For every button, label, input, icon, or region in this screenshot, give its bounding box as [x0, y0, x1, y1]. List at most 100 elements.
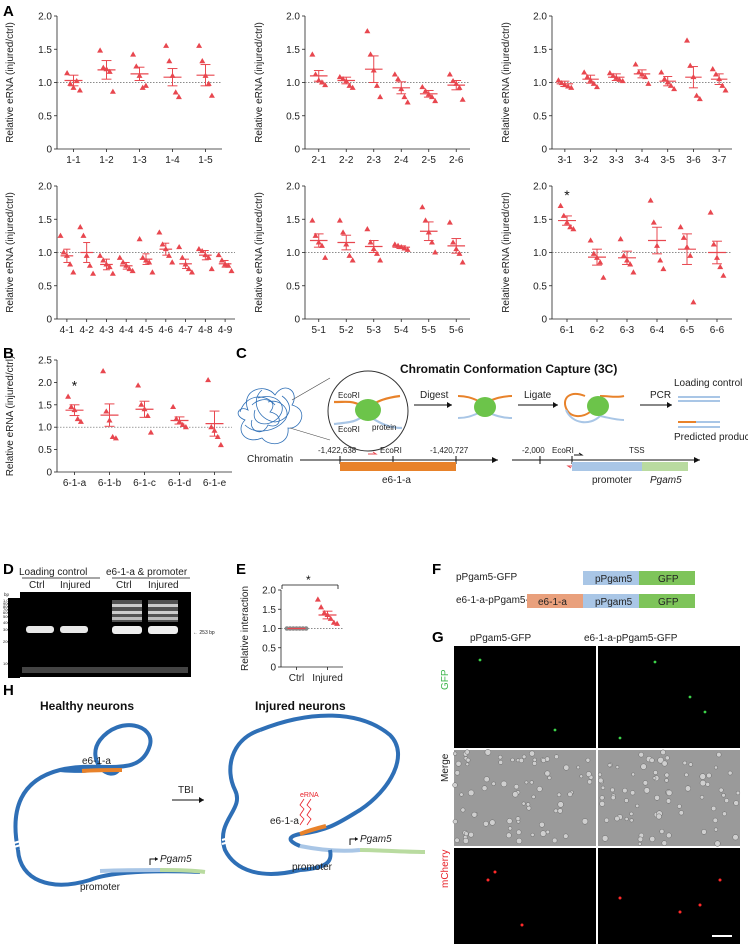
e6-1-a-bar-label: e6-1-a [382, 475, 411, 486]
construct2-enhancer-text: e6-1-a [538, 597, 567, 608]
h-healthy-title: Healthy neurons [40, 699, 134, 713]
x-tick-label: 6-2 [590, 325, 605, 336]
brightfield-cell [459, 792, 464, 797]
h-injured-promoter-label: promoter [292, 862, 333, 873]
data-point [70, 84, 77, 90]
data-point [90, 270, 97, 276]
data-point [450, 239, 457, 245]
data-point [179, 254, 186, 260]
data-point [327, 615, 334, 621]
panel-label-b: B [3, 345, 14, 362]
brightfield-cell [585, 757, 591, 763]
data-point [364, 28, 371, 34]
data-point [199, 58, 206, 64]
data-point [687, 252, 694, 258]
brightfield-cell [664, 778, 669, 783]
mcherry-cell [618, 896, 622, 900]
data-point [630, 269, 637, 275]
x-tick-label: 4-9 [218, 325, 233, 336]
x-tick-label: 5-6 [449, 325, 464, 336]
data-point [138, 401, 145, 407]
x-tick-label: 4-4 [119, 325, 134, 336]
construct1-gfp-text: GFP [658, 574, 679, 585]
h-injured-enhancer [299, 824, 327, 836]
data-point [428, 93, 435, 100]
brightfield-cell [629, 818, 634, 823]
data-point [77, 418, 84, 424]
promoter-bar-label: promoter [592, 475, 633, 486]
h-healthy-e6-label: e6-1-a [82, 756, 111, 767]
coord-2: -1,420,727 [430, 446, 469, 455]
construct2-enhancer [527, 594, 583, 608]
data-point [103, 408, 110, 414]
data-point [312, 232, 319, 238]
data-point [590, 250, 597, 256]
construct1-gfp [639, 571, 695, 585]
tss-label: TSS [629, 446, 645, 455]
data-point [584, 73, 591, 80]
chart-A3: 0 0.5 1.0 1.5 2.0 Relative eRNA (injured/ctrl… [501, 12, 732, 166]
brightfield-cell [622, 787, 628, 794]
y-tick-label: 2.0 [38, 378, 52, 389]
brightfield-cell [614, 815, 620, 822]
brightfield-cell [491, 781, 496, 786]
brightfield-cell [599, 795, 605, 801]
x-tick-label: 5-4 [394, 325, 409, 336]
g-gfp-2 [598, 646, 740, 748]
data-point [130, 51, 137, 57]
y-tick-label: 1.0 [38, 78, 52, 89]
x-tick-label: 3-6 [686, 155, 701, 166]
data-point [133, 63, 140, 69]
gfp-cell [688, 695, 692, 699]
y-tick-label: 0.5 [533, 111, 547, 122]
brightfield-cell [498, 755, 503, 760]
data-point [129, 267, 136, 274]
data-point [225, 262, 232, 268]
data-point [106, 263, 113, 270]
data-point [208, 424, 215, 430]
ladder-label: 500 [3, 614, 10, 619]
g-mcherry-1 [454, 848, 596, 944]
data-point [176, 243, 183, 250]
data-point [68, 403, 75, 410]
data-point [401, 245, 408, 251]
construct2-label: e6-1-a-pPgam5-GFP [456, 595, 550, 606]
brightfield-cell [653, 770, 658, 775]
brightfield-cell [716, 752, 722, 758]
data-point [395, 75, 402, 82]
g-row-merge: Merge [440, 753, 451, 782]
brightfield-cell [706, 772, 712, 779]
data-point [147, 429, 154, 435]
brightfield-cell [666, 789, 673, 796]
zoom-ecori-bottom: EcoRI [338, 425, 360, 434]
brightfield-cell [624, 816, 629, 821]
brightfield-cell [556, 792, 562, 797]
gfp-cell [703, 710, 707, 714]
data-point [610, 72, 617, 78]
brightfield-cell [677, 803, 682, 809]
brightfield-cell [699, 795, 705, 800]
brightfield-cell [714, 765, 718, 770]
primer-red-1 [368, 451, 378, 455]
brightfield-cell [516, 829, 522, 835]
promoter-bar [572, 462, 642, 471]
brightfield-cell [601, 835, 609, 842]
data-point [391, 71, 398, 77]
ligate-blue [565, 409, 625, 424]
data-point [330, 619, 337, 625]
data-point [373, 82, 380, 88]
chart-B: 0 0.5 1.0 1.5 2.0 2.5 Relative eRNA (injured/c… [5, 356, 232, 489]
data-point [126, 265, 133, 272]
ladder-label: 100 [3, 661, 10, 666]
data-point [349, 84, 356, 90]
brightfield-cell [506, 832, 512, 839]
brightfield-cell [599, 801, 606, 807]
data-point [188, 269, 195, 275]
band-loading-ctrl [26, 626, 54, 633]
data-point [144, 412, 151, 418]
brightfield-cell [654, 794, 660, 801]
brightfield-cell [705, 782, 711, 787]
data-point [346, 252, 353, 258]
data-point [404, 99, 411, 105]
y-tick-label: 1.0 [286, 248, 300, 259]
